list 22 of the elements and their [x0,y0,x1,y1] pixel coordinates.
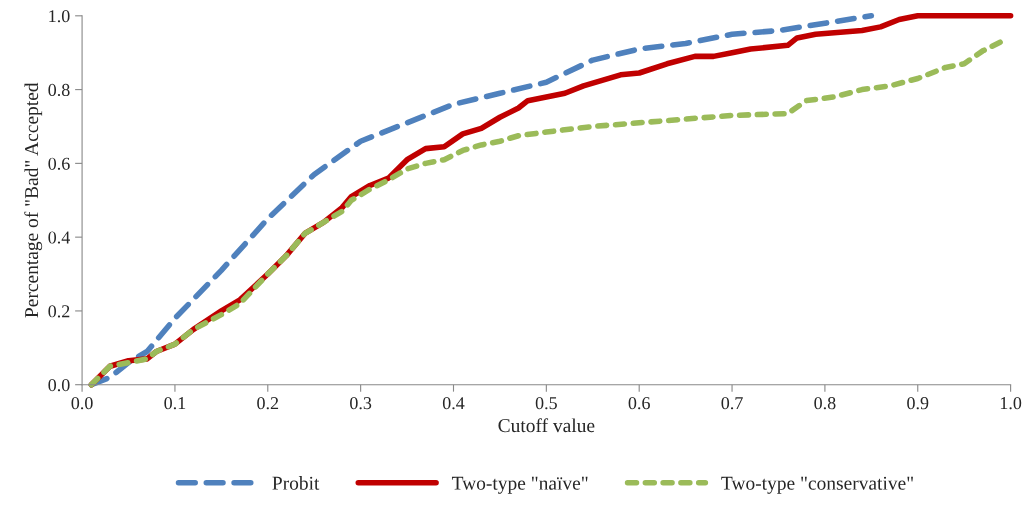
x-tick-label: 0.1 [164,397,186,410]
x-tick-label: 0.5 [535,397,557,410]
x-tick-label: 0.6 [628,397,650,410]
y-tick-label: 0.6 [48,157,70,170]
x-tick-label: 0.7 [721,397,743,410]
x-tick-label: 0.4 [442,397,465,410]
y-tick-label: 0.2 [48,305,70,318]
x-tick-label: 0.2 [257,397,279,410]
x-tick-label: 0.8 [814,397,836,410]
x-axis-title: Cutoff value [498,418,595,433]
legend-label: Probit [272,476,320,490]
y-tick-label: 1.0 [49,10,70,23]
x-tick-label: 0.0 [71,397,93,410]
y-axis-title: Percentage of "Bad" Accepted [24,82,43,318]
y-tick-label: 0.4 [48,231,70,244]
x-tick-label: 1.0 [1000,397,1022,410]
x-tick-label: 0.9 [907,397,929,410]
legend-label: Two-type "conservative" [721,476,913,494]
legend-label: Two-type "naïve" [451,476,588,494]
x-tick-label: 0.3 [350,397,372,410]
y-tick-label: 0.0 [48,378,70,392]
y-tick-label: 0.8 [48,83,70,97]
